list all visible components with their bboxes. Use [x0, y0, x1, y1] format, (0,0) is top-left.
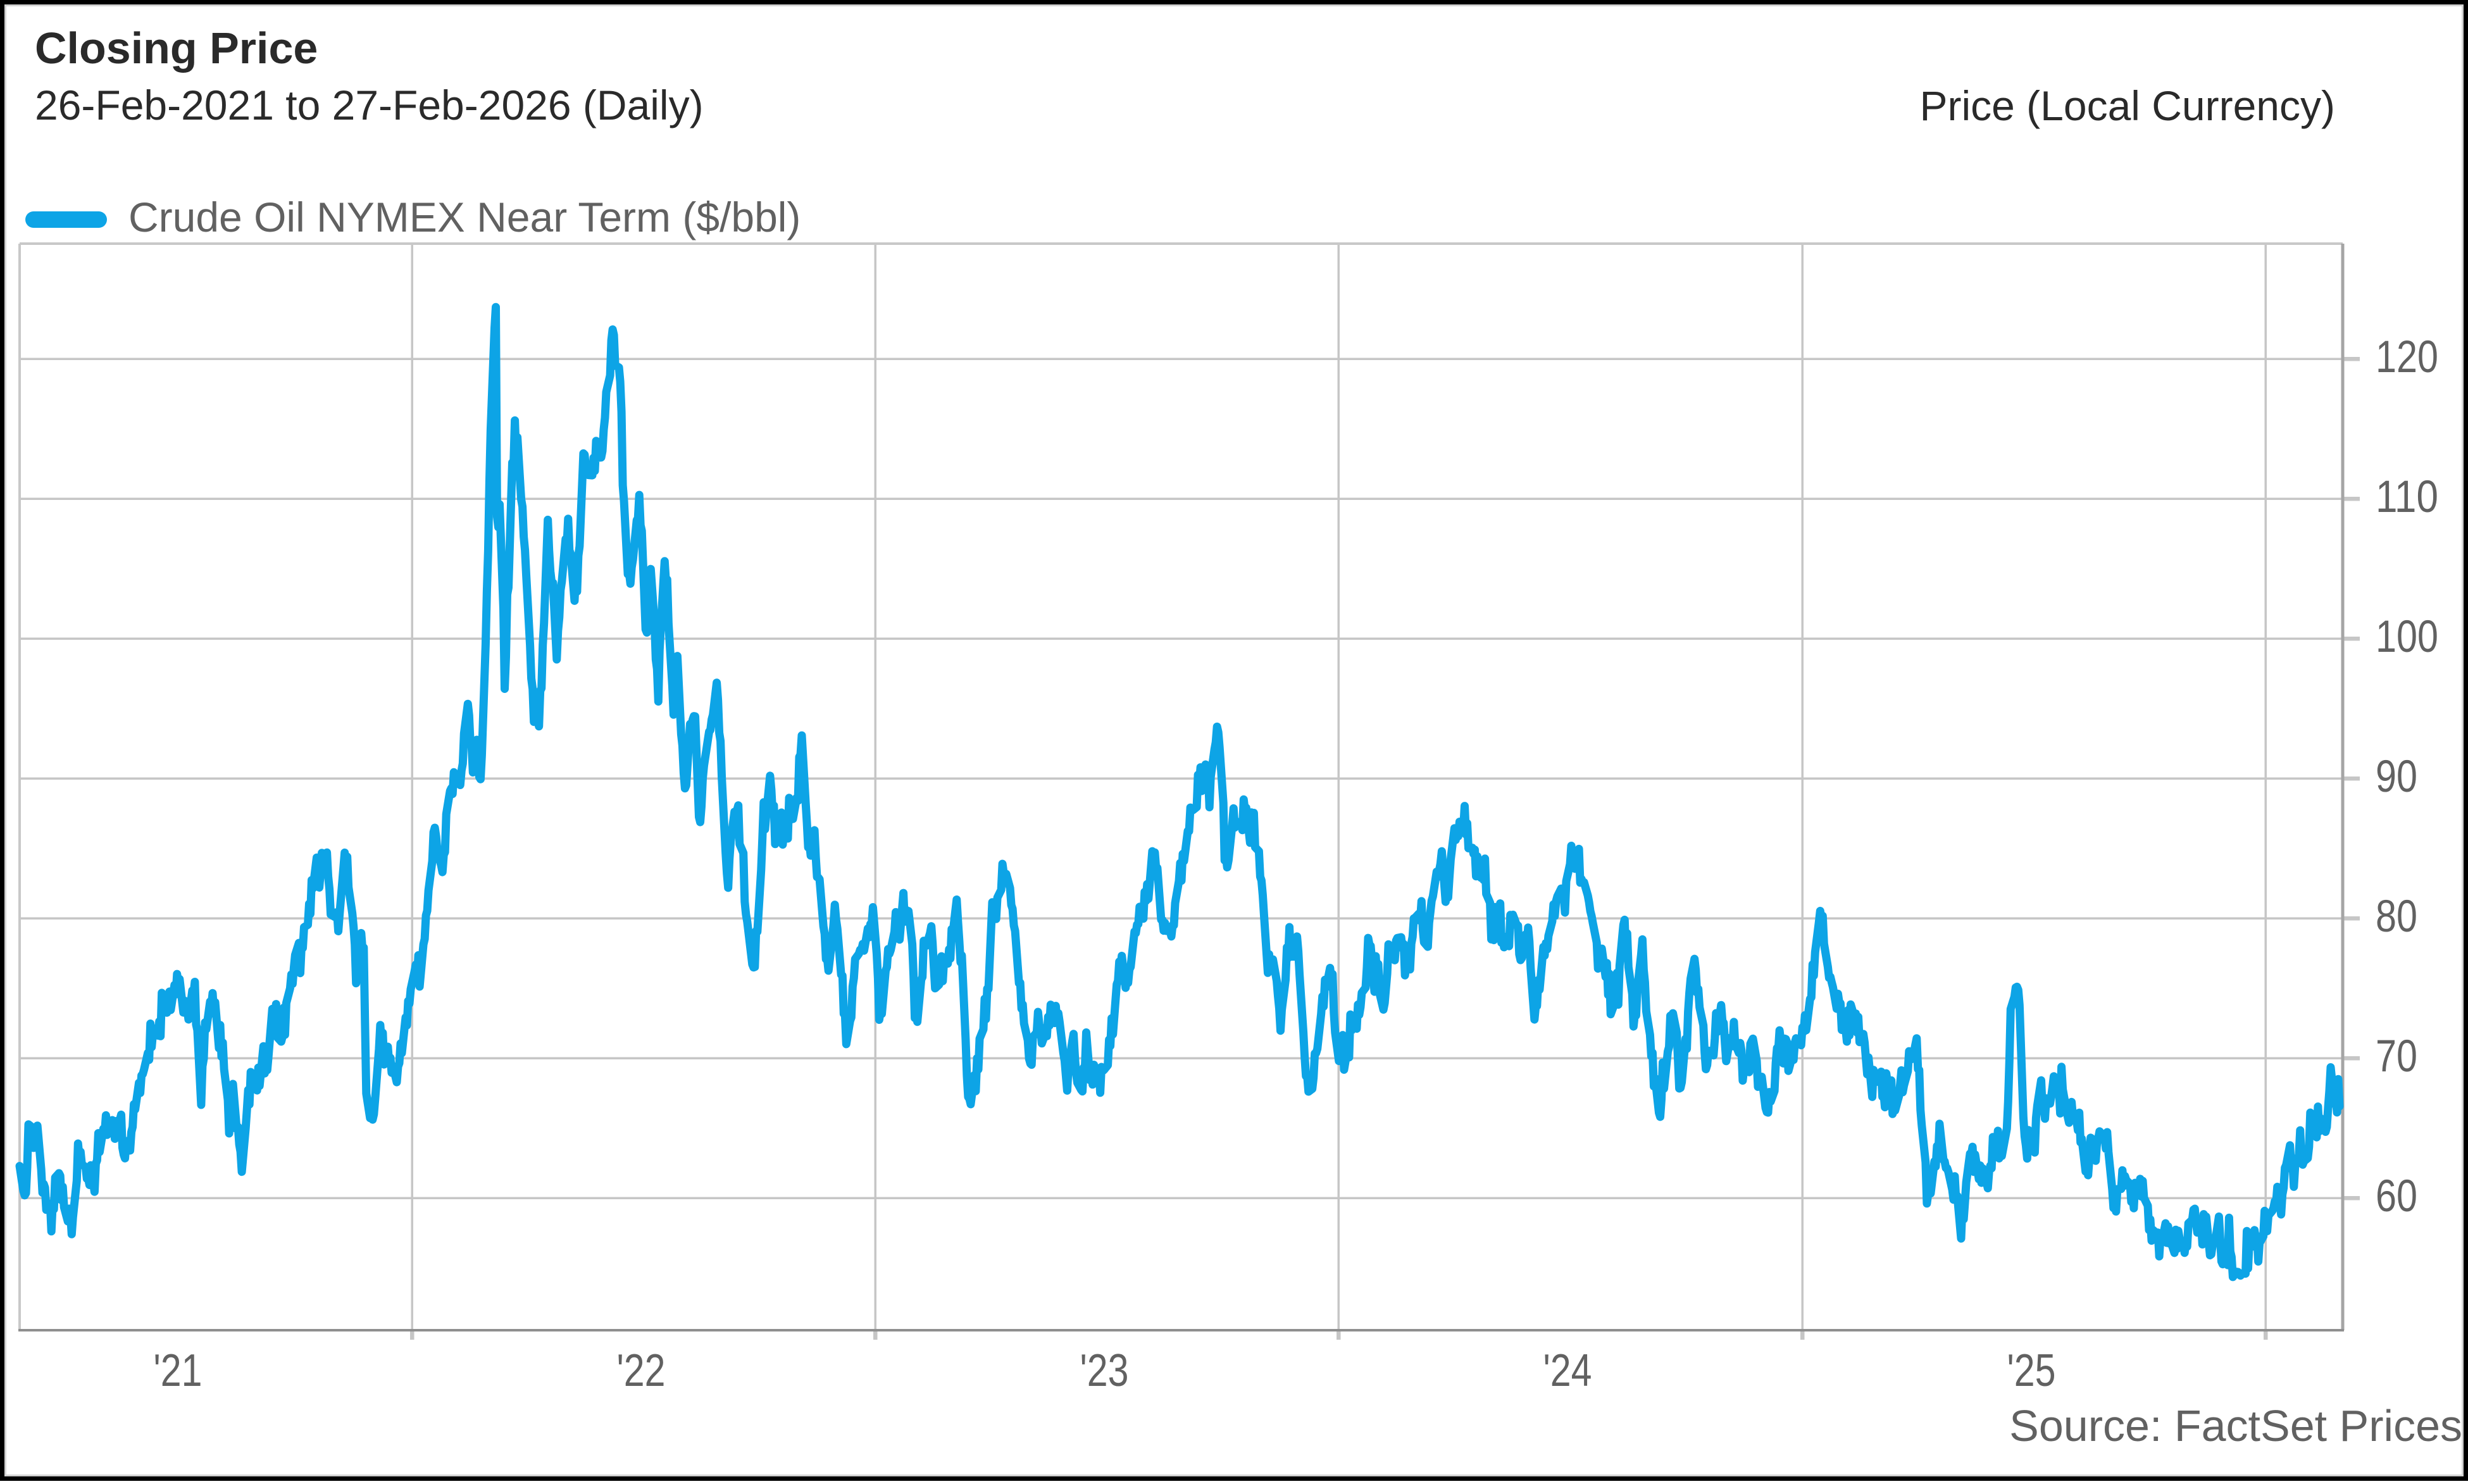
svg-text:Crude Oil NYMEX Near Term ($/b: Crude Oil NYMEX Near Term ($/bbl): [128, 194, 801, 240]
svg-text:70: 70: [2376, 1032, 2417, 1082]
svg-text:'25: '25: [2007, 1345, 2056, 1396]
svg-text:120: 120: [2376, 332, 2438, 382]
svg-text:'21: '21: [154, 1345, 203, 1396]
svg-text:Price (Local Currency): Price (Local Currency): [1919, 82, 2335, 129]
svg-text:'24: '24: [1543, 1345, 1592, 1396]
svg-text:'22: '22: [617, 1345, 666, 1396]
svg-text:'23: '23: [1080, 1345, 1129, 1396]
svg-text:26-Feb-2021 to 27-Feb-2026 (Da: 26-Feb-2021 to 27-Feb-2026 (Daily): [35, 82, 704, 128]
svg-text:100: 100: [2376, 612, 2438, 662]
svg-text:90: 90: [2376, 752, 2417, 802]
svg-text:Closing Price: Closing Price: [35, 23, 318, 73]
svg-text:60: 60: [2376, 1171, 2417, 1221]
svg-text:Source: FactSet Prices: Source: FactSet Prices: [2009, 1401, 2462, 1450]
svg-text:110: 110: [2376, 472, 2438, 522]
svg-text:80: 80: [2376, 892, 2417, 942]
